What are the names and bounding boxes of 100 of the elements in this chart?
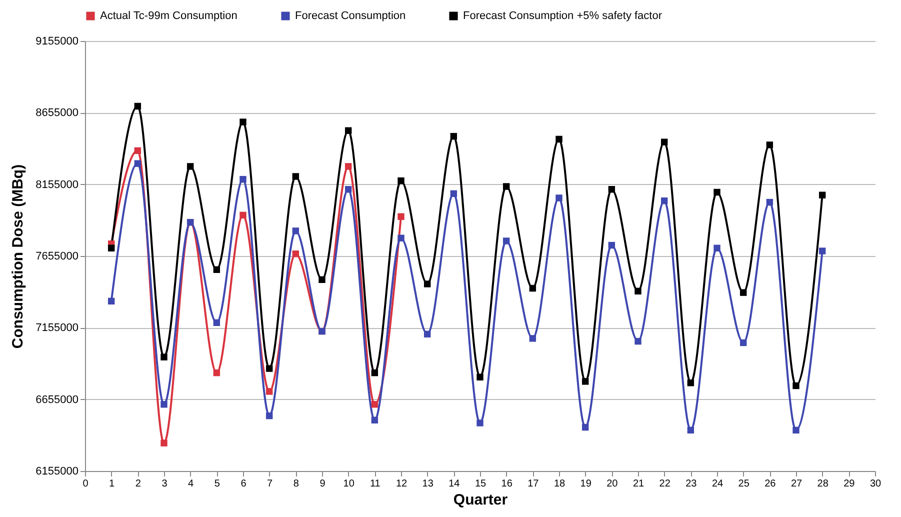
- point: [371, 400, 378, 408]
- point: [424, 280, 431, 288]
- point: [398, 234, 404, 242]
- point: [160, 354, 168, 360]
- point: [792, 382, 800, 390]
- y-tick-label: 6155000: [36, 466, 78, 478]
- x-tick-label: 2: [135, 478, 142, 490]
- x-tick-label: 27: [790, 478, 802, 490]
- x-tick-label: 14: [448, 478, 460, 490]
- x-tick-label: 21: [632, 478, 644, 490]
- point: [266, 412, 273, 420]
- x-tick-label: 18: [554, 478, 566, 490]
- point: [108, 298, 115, 305]
- point: [476, 420, 484, 426]
- point: [660, 138, 668, 146]
- point: [266, 388, 273, 395]
- x-axis-title: Quarter: [453, 492, 508, 508]
- x-tick-label: 29: [844, 478, 856, 490]
- point: [213, 319, 220, 326]
- legend-label: Forecast Consumption: [295, 10, 406, 22]
- point: [213, 266, 220, 273]
- point: [687, 379, 694, 386]
- y-tick-label: 6655000: [36, 394, 78, 406]
- point: [134, 147, 142, 154]
- x-tick-label: 16: [501, 478, 513, 490]
- x-tick-label: 19: [580, 478, 592, 490]
- point: [371, 369, 378, 376]
- legend-label: Forecast Consumption +5% safety factor: [463, 10, 662, 22]
- legend-label: Actual Tc-99m Consumption: [100, 10, 238, 22]
- point: [240, 118, 246, 126]
- x-tick-label: 25: [738, 478, 750, 490]
- x-tick-label: 20: [606, 478, 618, 490]
- y-tick-label: 9155000: [36, 36, 78, 48]
- x-tick-label: 7: [267, 478, 274, 490]
- point: [792, 426, 800, 434]
- point: [344, 163, 352, 170]
- x-tick-label: 22: [659, 478, 671, 490]
- point: [634, 288, 642, 294]
- y-tick-label: 8655000: [36, 107, 78, 120]
- x-tick-label: 12: [396, 478, 408, 490]
- point: [450, 190, 458, 198]
- point: [766, 142, 774, 148]
- point: [371, 416, 378, 424]
- point: [398, 177, 404, 184]
- x-tick-label: 5: [214, 478, 220, 490]
- point: [582, 424, 589, 431]
- point: [213, 369, 220, 376]
- x-tick-label: 10: [343, 478, 355, 490]
- x-tick-label: 0: [82, 478, 89, 490]
- x-tick-label: 3: [162, 478, 168, 490]
- x-tick-label: 8: [293, 478, 300, 490]
- point: [318, 276, 326, 284]
- point: [766, 198, 774, 206]
- point: [292, 250, 300, 258]
- point: [714, 188, 720, 196]
- point: [687, 426, 694, 434]
- point: [344, 186, 352, 193]
- point: [818, 248, 826, 254]
- point: [529, 284, 536, 292]
- point: [266, 365, 273, 372]
- point: [502, 238, 510, 244]
- x-tick-label: 9: [320, 478, 326, 490]
- point: [608, 242, 616, 249]
- point: [529, 335, 536, 342]
- x-tick-label: 24: [712, 478, 724, 490]
- point: [714, 244, 720, 252]
- y-axis-title: Consumption Dose (MBq): [10, 164, 27, 349]
- x-tick-label: 30: [870, 478, 882, 490]
- point: [556, 194, 562, 202]
- point: [240, 176, 246, 183]
- point: [660, 197, 668, 204]
- point: [450, 132, 458, 140]
- point: [134, 160, 142, 167]
- x-tick-label: 23: [686, 478, 698, 490]
- point: [634, 338, 642, 345]
- point: [582, 378, 589, 385]
- x-tick-label: 26: [764, 478, 776, 490]
- point: [292, 173, 300, 180]
- point: [134, 102, 142, 110]
- point: [108, 244, 115, 252]
- point: [818, 192, 826, 198]
- x-tick-label: 28: [817, 478, 829, 490]
- point: [424, 330, 431, 338]
- point: [160, 400, 168, 408]
- x-tick-label: 15: [474, 478, 486, 490]
- point: [186, 163, 194, 170]
- x-tick-label: 13: [422, 478, 434, 490]
- y-tick-label: 7655000: [36, 250, 78, 262]
- point: [740, 339, 747, 346]
- point: [240, 212, 246, 219]
- point: [160, 440, 168, 446]
- y-tick-label: 8155000: [36, 178, 78, 191]
- x-tick-label: 1: [109, 478, 116, 490]
- point: [502, 183, 510, 190]
- point: [398, 213, 404, 220]
- point: [344, 127, 352, 134]
- point: [292, 228, 300, 234]
- point: [476, 374, 484, 380]
- x-tick-label: 17: [528, 478, 540, 490]
- point: [556, 136, 562, 143]
